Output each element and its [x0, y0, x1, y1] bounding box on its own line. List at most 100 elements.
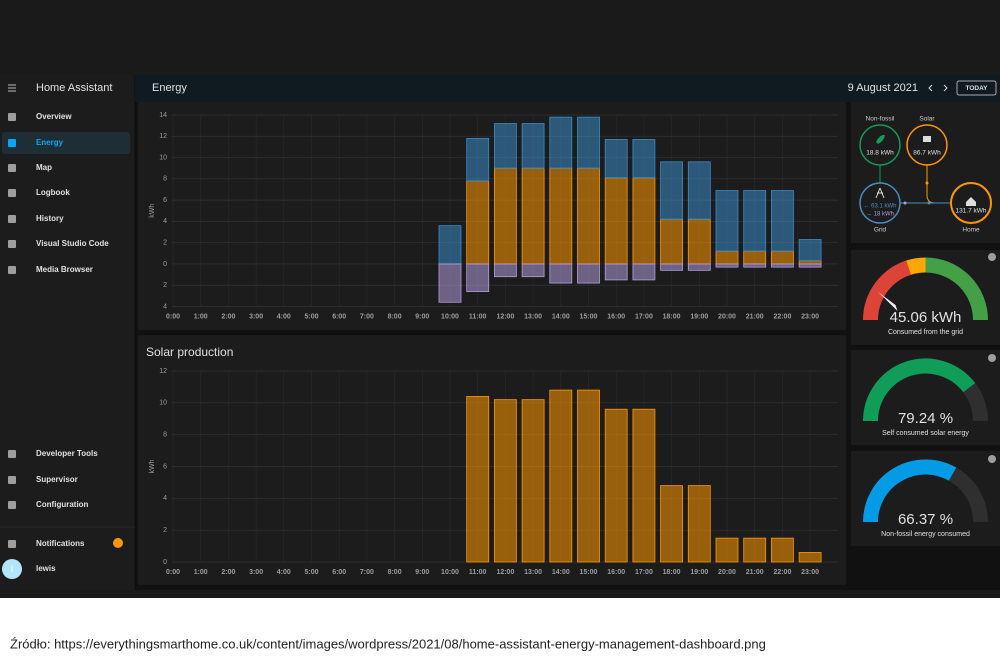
x-tick-label: 20:00 [718, 569, 736, 576]
nav-icon [8, 240, 16, 248]
nav-item[interactable]: Visual Studio Code [36, 239, 109, 248]
x-tick-label: 22:00 [773, 569, 791, 576]
bar-segment [771, 263, 794, 268]
bar-segment [604, 177, 628, 265]
flow-dot [925, 181, 929, 185]
notification-badge [113, 538, 123, 548]
bar-segment [743, 190, 767, 252]
home-icon [966, 197, 976, 206]
nav-item[interactable]: Configuration [36, 500, 89, 509]
nav-item[interactable]: Media Browser [36, 265, 93, 274]
bar-segment [632, 408, 656, 563]
leaf-icon [876, 134, 885, 144]
x-tick-label: 0:00 [166, 569, 180, 576]
x-tick-label: 9:00 [415, 313, 429, 320]
bar-segment [660, 485, 683, 563]
node-label: Solar [919, 116, 935, 123]
bar-segment [604, 263, 628, 281]
x-tick-label: 23:00 [801, 569, 819, 576]
gauge-value: 45.06 kWh [890, 309, 962, 326]
card-title: Solar production [146, 345, 233, 359]
caption-area [0, 598, 1000, 667]
bar-segment [715, 250, 739, 265]
y-tick-label: 6 [163, 197, 167, 204]
gauge-label: Non-fossil energy consumed [881, 531, 970, 538]
node-label: Home [962, 227, 980, 234]
bar-segment [687, 263, 711, 271]
y-tick-label: 8 [163, 432, 167, 439]
y-axis-label: kWh [149, 459, 156, 473]
node-label: Non-fossil [866, 116, 895, 123]
x-tick-label: 6:00 [332, 569, 346, 576]
bar-segment [687, 161, 711, 220]
bar-segment [438, 263, 462, 303]
next-button[interactable] [943, 84, 948, 92]
y-tick-label: 4 [163, 495, 167, 502]
x-tick-label: 3:00 [249, 313, 263, 320]
node-value: 131.7 kWh [955, 208, 986, 215]
active-item-bg [2, 132, 130, 154]
grid-circle [859, 182, 901, 224]
non-fossil-circle [859, 124, 901, 166]
nav-icon [8, 266, 16, 274]
y-tick-label: 14 [159, 112, 167, 119]
x-tick-label: 10:00 [441, 313, 459, 320]
gauge-unit: % [940, 410, 953, 427]
bar-segment [604, 408, 628, 563]
x-tick-label: 2:00 [221, 313, 235, 320]
bar-segment [715, 190, 739, 252]
x-tick-label: 15:00 [580, 569, 598, 576]
x-tick-label: 6:00 [332, 313, 346, 320]
x-tick-label: 12:00 [496, 313, 514, 320]
nav-item[interactable]: Developer Tools [36, 449, 98, 458]
x-tick-label: 22:00 [773, 313, 791, 320]
bar-segment [549, 389, 573, 563]
y-tick-label: 12 [159, 368, 167, 375]
gauge-number: 79.24 [898, 410, 936, 427]
gauge-label: Consumed from the grid [888, 329, 963, 336]
nav-icon [8, 476, 16, 484]
bar-segment [771, 250, 794, 265]
nav-item[interactable]: Map [36, 163, 52, 172]
grid-icon [875, 187, 885, 199]
menu-icon[interactable] [8, 84, 16, 92]
x-tick-label: 1:00 [194, 569, 208, 576]
x-tick-label: 17:00 [635, 313, 653, 320]
x-tick-label: 19:00 [690, 569, 708, 576]
nav-item[interactable]: Energy [36, 138, 64, 147]
x-tick-label: 11:00 [469, 569, 487, 576]
x-tick-label: 14:00 [552, 569, 570, 576]
bar-segment [743, 263, 767, 268]
x-tick-label: 11:00 [469, 313, 487, 320]
nav-item[interactable]: Supervisor [36, 475, 78, 484]
today-button[interactable] [956, 80, 997, 96]
info-icon[interactable] [988, 354, 996, 362]
prev-button[interactable] [928, 84, 933, 92]
gauge-number: 66.37 [898, 511, 936, 528]
bar-segment [632, 263, 656, 281]
bar-segment [521, 123, 545, 169]
gauge-value: 79.24 % [898, 410, 953, 427]
bar-segment [577, 167, 600, 265]
x-tick-label: 16:00 [607, 569, 625, 576]
bar-segment [632, 177, 656, 265]
gauge-label: Self consumed solar energy [882, 430, 969, 437]
nav-item[interactable]: Notifications [36, 539, 85, 548]
x-tick-label: 19:00 [690, 313, 708, 320]
info-icon[interactable] [988, 455, 996, 463]
info-icon[interactable] [988, 253, 996, 261]
nav-icon [8, 450, 16, 458]
y-tick-label: 0 [163, 559, 167, 566]
nav-item[interactable]: History [36, 214, 64, 223]
gauge-fill [863, 358, 976, 422]
y-tick-label: 4 [163, 303, 167, 310]
nav-item[interactable]: Overview [36, 112, 72, 121]
x-tick-label: 16:00 [607, 313, 625, 320]
nav-icon [8, 164, 16, 172]
x-tick-label: 4:00 [277, 313, 291, 320]
caption: Źródło: https://everythingsmarthome.co.u… [10, 636, 766, 651]
x-tick-label: 4:00 [277, 569, 291, 576]
node-value: → 18 kWh [866, 212, 894, 218]
nav-item[interactable]: lewis [36, 564, 56, 573]
nav-item[interactable]: Logbook [36, 188, 70, 197]
